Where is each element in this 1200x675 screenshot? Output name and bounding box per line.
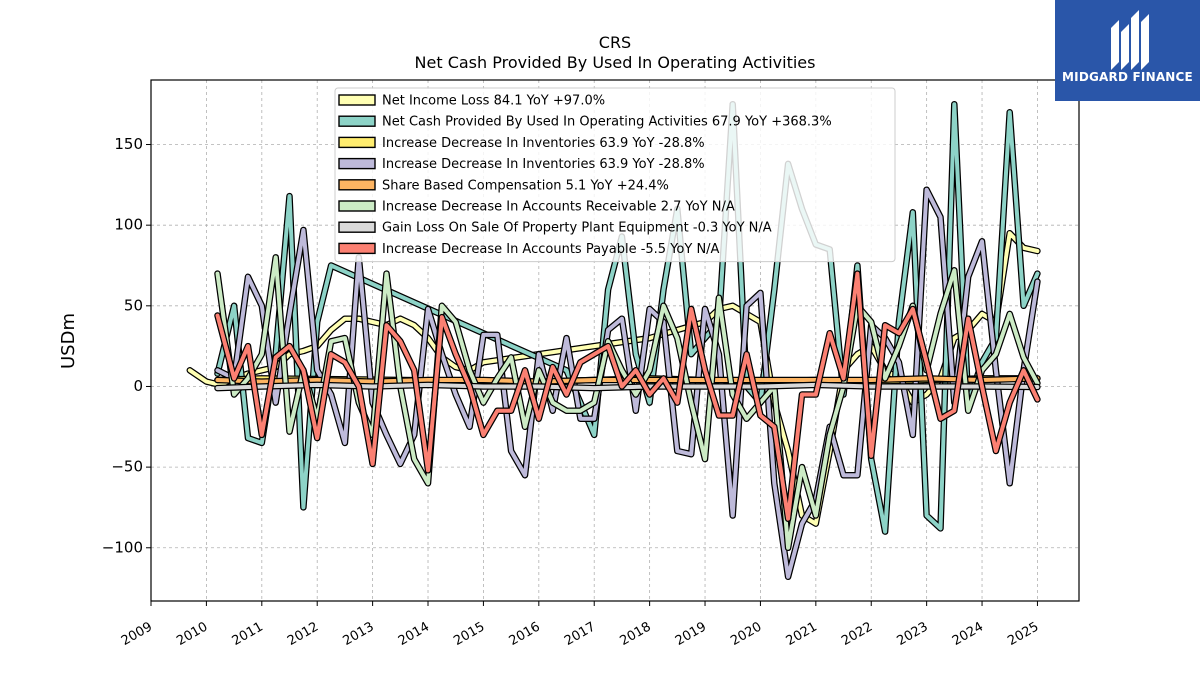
legend-box	[334, 87, 896, 263]
x-tick-label: 2019	[673, 619, 709, 649]
y-tick-label: 100	[114, 216, 143, 234]
legend-swatch	[338, 221, 376, 233]
x-tick-label: 2015	[451, 619, 487, 649]
plot-frame	[150, 79, 1080, 602]
legend-swatch	[338, 94, 376, 106]
x-tick-label: 2009	[119, 619, 155, 649]
x-tick-label: 2014	[396, 619, 432, 649]
brand-name: MIDGARD FINANCE	[1062, 70, 1193, 84]
legend-entry: Net Income Loss 84.1 YoY +97.0%	[382, 94, 605, 109]
x-tick-label: 2013	[340, 619, 376, 649]
y-tick-label: 0	[133, 377, 143, 395]
brand-logo: MIDGARD FINANCE	[1055, 0, 1200, 101]
x-tick-label: 2023	[894, 619, 930, 649]
legend-swatch	[338, 179, 376, 191]
x-tick-label: 2017	[562, 619, 598, 649]
x-tick-label: 2020	[728, 619, 764, 649]
legend-entry: Net Cash Provided By Used In Operating A…	[382, 115, 832, 130]
x-tick-label: 2024	[950, 619, 986, 649]
legend-swatch	[338, 115, 376, 127]
y-tick-label: 50	[124, 296, 143, 314]
legend-swatch	[338, 200, 376, 212]
chart-title: CRS	[599, 33, 631, 52]
x-tick-label: 2010	[174, 619, 210, 649]
legend-entry: Gain Loss On Sale Of Property Plant Equi…	[382, 221, 772, 236]
x-tick-label: 2022	[839, 619, 875, 649]
legend-swatch	[338, 157, 376, 170]
y-tick-label: −50	[111, 458, 143, 476]
legend-entry: Share Based Compensation 5.1 YoY +24.4%	[382, 178, 669, 193]
x-tick-label: 2016	[507, 619, 543, 649]
y-tick-label: −100	[102, 538, 143, 556]
series-line	[215, 187, 1040, 579]
x-tick-label: 2012	[285, 619, 321, 649]
x-tick-label: 2021	[784, 619, 820, 649]
y-tick-label: 150	[114, 135, 143, 153]
x-tick-label: 2018	[617, 619, 653, 649]
legend-swatch	[338, 242, 376, 255]
brand-logo-icon	[1111, 10, 1149, 70]
legend-entry: Increase Decrease In Inventories 63.9 Yo…	[382, 157, 705, 172]
series-line	[215, 271, 1040, 521]
y-axis-label: USDm	[58, 313, 79, 369]
legend-swatch	[338, 136, 376, 149]
x-tick-label: 2011	[230, 619, 266, 649]
legend-entry: Increase Decrease In Inventories 63.9 Yo…	[382, 136, 705, 151]
legend-entry: Increase Decrease In Accounts Receivable…	[382, 200, 735, 215]
legend: Net Income Loss 84.1 YoY +97.0% Net Cash …	[334, 87, 896, 263]
legend-entry: Increase Decrease In Accounts Payable -5…	[382, 242, 720, 257]
chart-subtitle: Net Cash Provided By Used In Operating A…	[415, 53, 816, 72]
x-tick-label: 2025	[1005, 619, 1041, 649]
